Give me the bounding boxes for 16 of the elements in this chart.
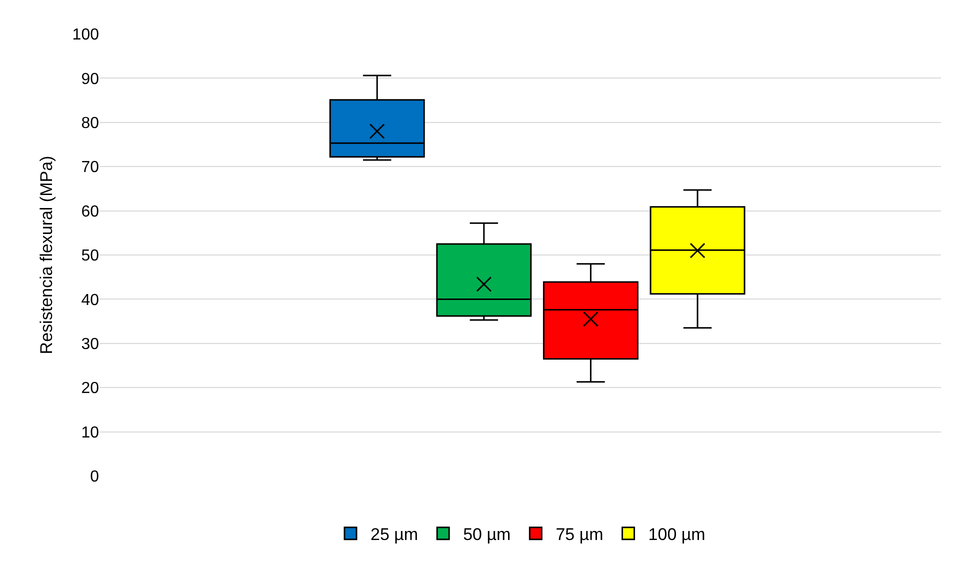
y-tick-label: 100 [72,26,100,44]
legend-label: 100 µm [648,524,706,544]
y-tick-label: 90 [81,70,100,88]
y-tick-label: 0 [90,468,100,486]
y-tick-label: 20 [81,380,100,398]
y-axis-title: Resistencia flexural (MPa) [36,156,56,354]
legend-label: 25 µm [370,524,418,544]
y-tick-label: 30 [81,336,100,353]
y-tick-label: 40 [81,292,100,309]
y-tick-label: 70 [81,159,100,176]
legend-label: 75 µm [556,524,604,544]
y-tick-label: 50 [81,248,100,265]
y-tick-label: 10 [81,424,100,442]
legend-label: 50 µm [463,524,511,544]
y-tick-label: 60 [81,203,100,220]
y-tick-label: 80 [81,115,100,132]
